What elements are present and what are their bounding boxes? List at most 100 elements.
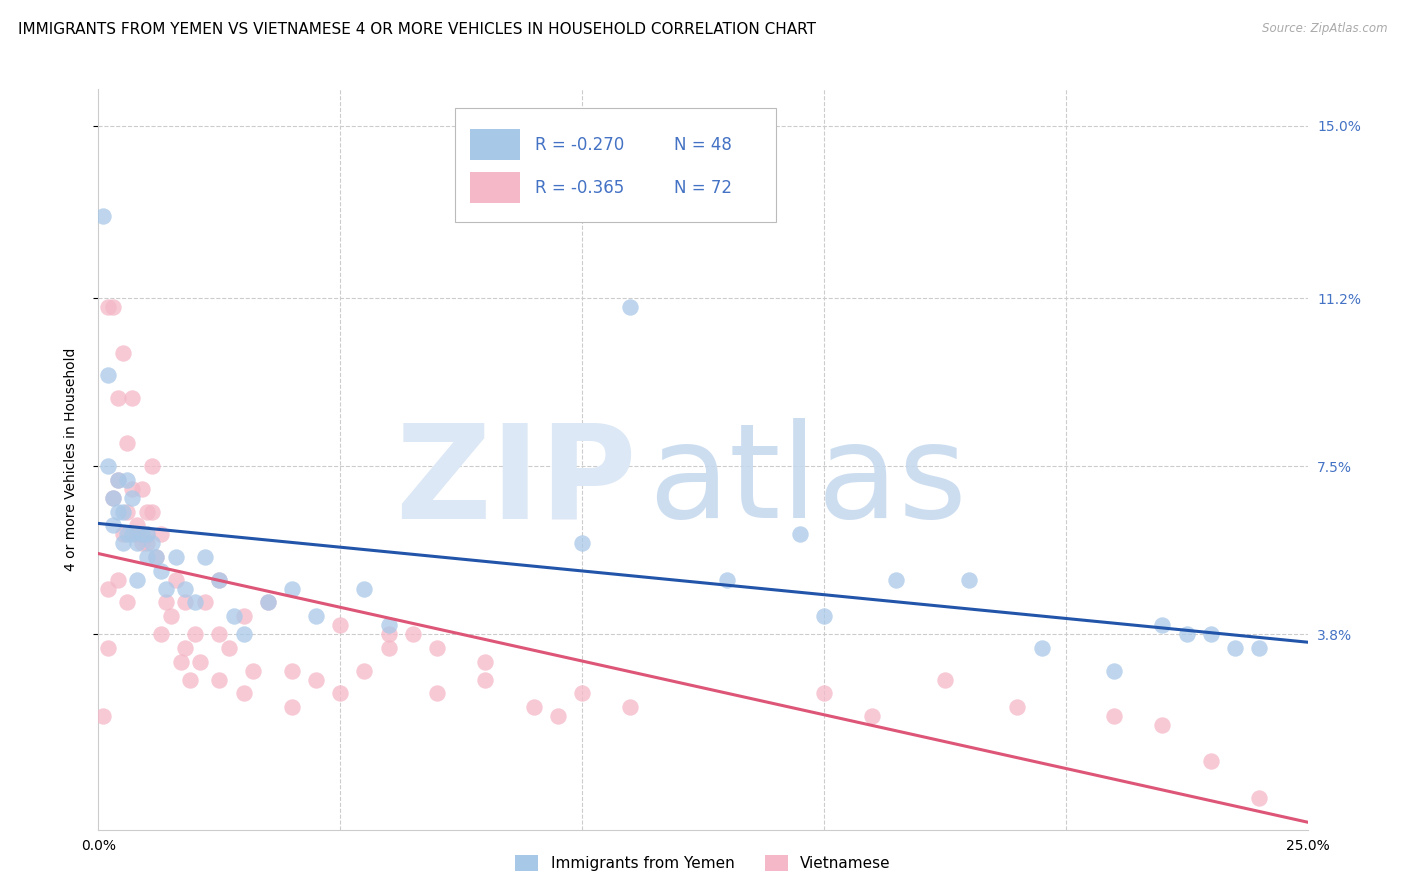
- Point: [135, 536, 157, 550]
- Point: [789, 527, 811, 541]
- Point: [1031, 640, 1053, 655]
- Point: [188, 655, 211, 669]
- Point: [127, 573, 149, 587]
- Point: [813, 609, 835, 624]
- Point: [194, 549, 217, 564]
- Point: [111, 505, 134, 519]
- Point: [135, 527, 157, 541]
- FancyBboxPatch shape: [470, 172, 520, 203]
- Point: [141, 505, 163, 519]
- Point: [957, 573, 980, 587]
- Point: [242, 664, 264, 678]
- Point: [716, 573, 738, 587]
- Point: [131, 527, 153, 541]
- Point: [619, 700, 641, 714]
- Point: [174, 640, 197, 655]
- Point: [353, 664, 375, 678]
- Point: [208, 627, 231, 641]
- Point: [165, 573, 187, 587]
- Point: [194, 595, 217, 609]
- Point: [329, 618, 352, 632]
- Point: [208, 673, 231, 687]
- Point: [474, 655, 496, 669]
- Point: [111, 345, 134, 359]
- Point: [208, 573, 231, 587]
- Point: [281, 700, 304, 714]
- Point: [377, 640, 399, 655]
- Point: [135, 527, 157, 541]
- Point: [305, 673, 328, 687]
- Point: [160, 609, 183, 624]
- Point: [150, 564, 173, 578]
- Point: [127, 536, 149, 550]
- Point: [121, 482, 143, 496]
- Point: [135, 505, 157, 519]
- FancyBboxPatch shape: [456, 108, 776, 222]
- Point: [97, 300, 120, 314]
- Point: [145, 549, 167, 564]
- Point: [571, 686, 593, 700]
- Point: [150, 627, 173, 641]
- Text: ZIP: ZIP: [395, 418, 637, 545]
- Point: [305, 609, 328, 624]
- Point: [117, 595, 139, 609]
- Point: [1199, 755, 1222, 769]
- Point: [281, 664, 304, 678]
- Text: R = -0.365: R = -0.365: [534, 178, 624, 196]
- Point: [1223, 640, 1246, 655]
- Point: [107, 391, 129, 405]
- Point: [127, 527, 149, 541]
- Point: [111, 527, 134, 541]
- Point: [91, 709, 114, 723]
- Point: [141, 536, 163, 550]
- Point: [1102, 664, 1125, 678]
- Point: [101, 300, 124, 314]
- Point: [117, 473, 139, 487]
- Point: [281, 582, 304, 596]
- Point: [107, 473, 129, 487]
- Point: [1249, 790, 1271, 805]
- Y-axis label: 4 or more Vehicles in Household: 4 or more Vehicles in Household: [63, 348, 77, 571]
- Point: [141, 459, 163, 474]
- Point: [184, 627, 207, 641]
- Point: [208, 573, 231, 587]
- Point: [1249, 640, 1271, 655]
- Point: [1175, 627, 1198, 641]
- Text: R = -0.270: R = -0.270: [534, 136, 624, 153]
- Point: [131, 536, 153, 550]
- Point: [377, 618, 399, 632]
- Point: [886, 573, 908, 587]
- Point: [121, 391, 143, 405]
- Point: [523, 700, 546, 714]
- Point: [184, 595, 207, 609]
- Point: [135, 549, 157, 564]
- Point: [107, 505, 129, 519]
- Point: [571, 536, 593, 550]
- Point: [218, 640, 240, 655]
- Point: [91, 210, 114, 224]
- Point: [256, 595, 278, 609]
- Point: [117, 436, 139, 450]
- Point: [97, 582, 120, 596]
- Point: [353, 582, 375, 596]
- Point: [97, 640, 120, 655]
- Point: [165, 549, 187, 564]
- Point: [101, 491, 124, 505]
- Text: atlas: atlas: [648, 418, 967, 545]
- Point: [1199, 627, 1222, 641]
- Point: [117, 527, 139, 541]
- Point: [1152, 618, 1174, 632]
- Point: [232, 627, 254, 641]
- Point: [1007, 700, 1029, 714]
- Point: [107, 573, 129, 587]
- Point: [145, 549, 167, 564]
- Point: [101, 491, 124, 505]
- Point: [97, 368, 120, 383]
- Point: [131, 482, 153, 496]
- Point: [1102, 709, 1125, 723]
- Point: [169, 655, 191, 669]
- Point: [329, 686, 352, 700]
- Point: [1152, 718, 1174, 732]
- Point: [426, 686, 449, 700]
- Point: [174, 582, 197, 596]
